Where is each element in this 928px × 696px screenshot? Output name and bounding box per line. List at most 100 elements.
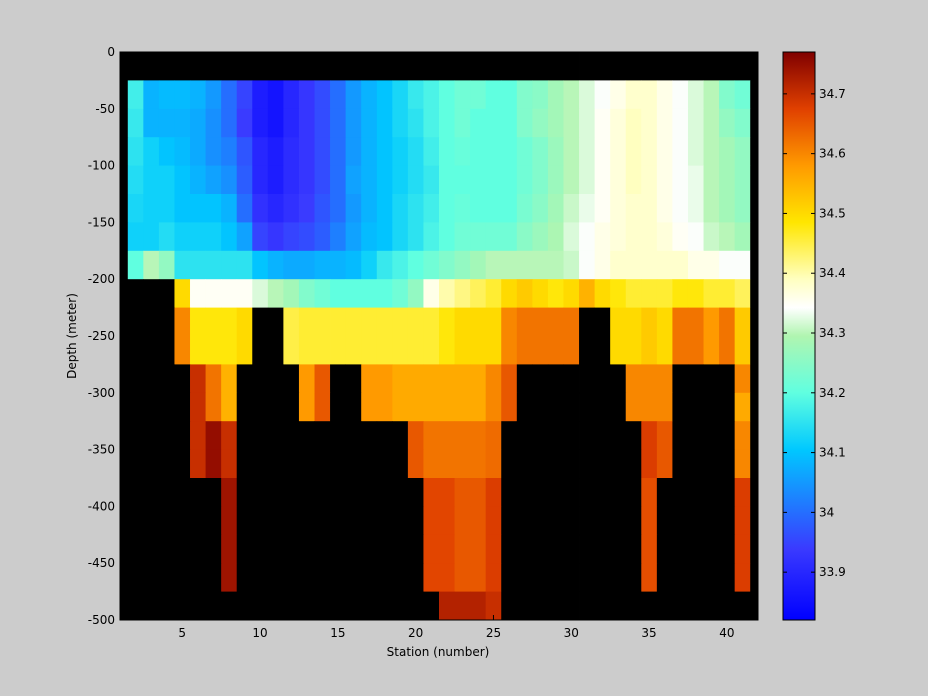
heatmap-cell [298, 250, 315, 280]
heatmap-cell [143, 194, 160, 223]
heatmap-cell [454, 194, 471, 223]
heatmap-cell [454, 591, 471, 621]
heatmap-cell [470, 307, 487, 337]
heatmap-cell [190, 250, 206, 280]
heatmap-cell [703, 279, 720, 308]
heatmap-cell [330, 194, 347, 223]
x-tick-label: 40 [719, 626, 734, 640]
no-data-cell [120, 137, 129, 166]
no-data-cell [750, 137, 759, 166]
no-data-cell [283, 563, 300, 592]
no-data-cell [345, 52, 362, 81]
no-data-cell [120, 108, 129, 138]
heatmap-cell [252, 80, 269, 110]
no-data-cell [750, 563, 759, 592]
no-data-cell [252, 52, 269, 81]
no-data-cell [345, 449, 362, 479]
heatmap-cell [532, 279, 549, 308]
no-data-cell [610, 563, 627, 592]
no-data-cell [501, 478, 518, 507]
heatmap-cell [174, 250, 191, 280]
heatmap-cell [501, 307, 518, 337]
no-data-cell [158, 449, 175, 479]
no-data-cell [625, 563, 642, 592]
heatmap-cell [283, 165, 300, 195]
heatmap-cell [485, 250, 502, 280]
no-data-cell [345, 563, 362, 592]
heatmap-cell [610, 279, 627, 308]
heatmap-cell [734, 250, 751, 280]
heatmap-cell [221, 80, 238, 110]
heatmap-cell [563, 250, 580, 280]
colorbar-ticks: 33.9 34 34.1 34.2 34.3 34.4 34.5 34.6 34.7 [783, 87, 846, 579]
no-data-cell [174, 449, 191, 479]
heatmap-cell [470, 108, 487, 138]
no-data-cell [656, 52, 673, 81]
heatmap-cell [330, 222, 347, 252]
heatmap-cell [439, 392, 455, 422]
no-data-cell [345, 364, 362, 394]
no-data-cell [158, 364, 175, 394]
heatmap-cell [407, 421, 424, 450]
heatmap-cell [376, 222, 393, 252]
heatmap-cell [641, 563, 658, 592]
no-data-cell [205, 563, 222, 592]
heatmap-cell [656, 80, 673, 110]
heatmap-cell [594, 137, 611, 166]
no-data-cell [174, 364, 191, 394]
heatmap-cell [719, 165, 736, 195]
no-data-cell [579, 52, 596, 81]
no-data-cell [532, 449, 549, 479]
heatmap-cell [547, 137, 564, 166]
no-data-cell [298, 52, 315, 81]
heatmap-cell [454, 421, 471, 450]
heatmap-cell [345, 108, 362, 138]
no-data-cell [158, 392, 175, 422]
heatmap-cell [283, 250, 300, 280]
heatmap-cell [314, 307, 331, 337]
heatmap-cell [190, 307, 206, 337]
heatmap-cell [516, 307, 533, 337]
no-data-cell [298, 421, 315, 450]
heatmap-cell [221, 392, 238, 422]
heatmap-cell [719, 108, 736, 138]
heatmap-cell [127, 194, 144, 223]
heatmap-cell [423, 222, 440, 252]
no-data-cell [625, 421, 642, 450]
heatmap-cell [703, 165, 720, 195]
colorbar-gradient [782, 51, 816, 621]
no-data-cell [516, 506, 533, 536]
no-data-cell [610, 364, 627, 394]
no-data-cell [127, 478, 144, 507]
no-data-cell [120, 478, 129, 507]
heatmap-cell [330, 80, 347, 110]
heatmap-cell [283, 307, 300, 337]
no-data-cell [345, 478, 362, 507]
no-data-cell [516, 478, 533, 507]
no-data-cell [516, 52, 533, 81]
heatmap-cell [298, 364, 315, 394]
heatmap-cell [454, 392, 471, 422]
x-tick-label: 10 [252, 626, 267, 640]
heatmap-cell [454, 250, 471, 280]
heatmap-cell [641, 421, 658, 450]
heatmap-cell [407, 307, 424, 337]
no-data-cell [687, 563, 704, 592]
heatmap-cell [423, 194, 440, 223]
heatmap-cell [376, 392, 393, 422]
no-data-cell [703, 52, 720, 81]
no-data-cell [330, 506, 347, 536]
heatmap-cell [158, 80, 175, 110]
heatmap-cell [656, 449, 673, 479]
heatmap-cell [532, 165, 549, 195]
no-data-cell [236, 534, 253, 564]
x-tick-label: 25 [486, 626, 501, 640]
heatmap-cell [719, 194, 736, 223]
no-data-cell [120, 449, 129, 479]
no-data-cell [330, 563, 347, 592]
heatmap-cell [205, 421, 222, 450]
no-data-cell [143, 279, 160, 308]
no-data-cell [719, 449, 736, 479]
heatmap-cell [392, 165, 409, 195]
heatmap-cell [454, 222, 471, 252]
